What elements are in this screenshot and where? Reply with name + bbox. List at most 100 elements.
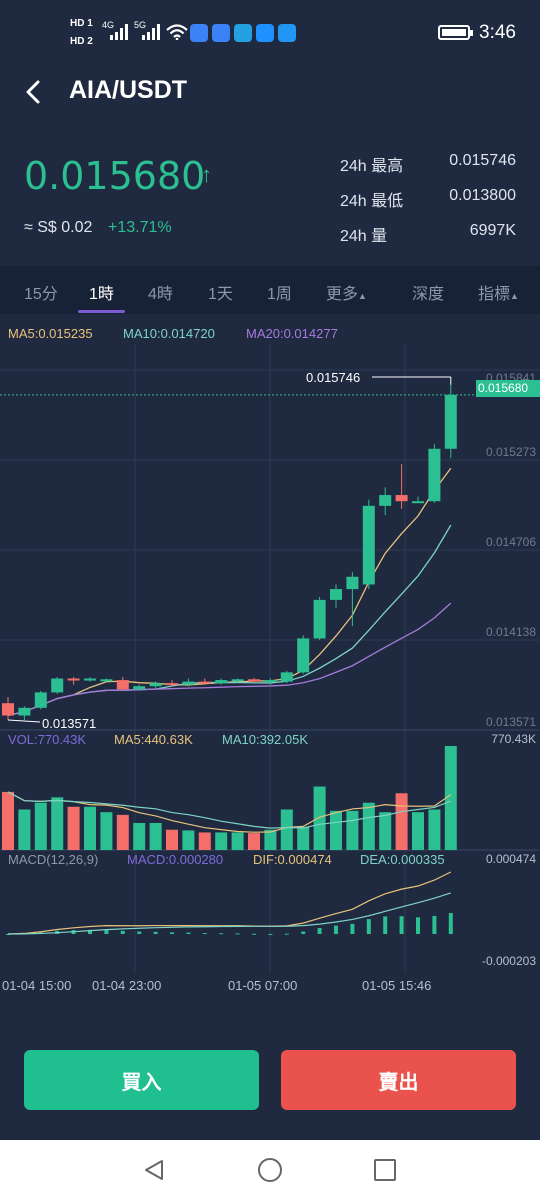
x-axis-label: 01-04 23:00 bbox=[92, 978, 162, 993]
stat-volume-value: 6997K bbox=[469, 222, 516, 239]
candle-body bbox=[330, 589, 342, 600]
battery-icon bbox=[438, 25, 473, 40]
ticker-summary: 0.015680 ↑ ≈ S$ 0.02 +13.71% 24h 最高 0.01… bbox=[0, 140, 540, 265]
volume-bar bbox=[412, 812, 424, 850]
candle-body bbox=[133, 686, 146, 690]
candle-body bbox=[166, 683, 178, 686]
volume-bar bbox=[2, 791, 14, 850]
x-axis-label: 01-04 15:00 bbox=[2, 978, 72, 993]
interval-tabs: 15分 1時 4時 1天 1周 更多▲ 深度 指標▲ bbox=[0, 266, 540, 314]
tab-depth[interactable]: 深度 bbox=[412, 286, 445, 303]
vol-ma10-line bbox=[7, 791, 452, 829]
buy-button[interactable]: 買入 bbox=[24, 1050, 259, 1110]
candle-body bbox=[412, 501, 424, 504]
volume-bar bbox=[231, 832, 244, 850]
status-bar: HD 1 HD 2 4G 5G 3:46 bbox=[0, 0, 540, 62]
volume-bar bbox=[182, 830, 195, 850]
macd-axis-bottom: -0.000203 bbox=[481, 954, 536, 968]
macd-params-legend: MACD(12,26,9) bbox=[8, 852, 99, 867]
candle-body bbox=[280, 672, 293, 682]
macd-histogram-bar bbox=[170, 932, 174, 934]
stat-high-value: 0.015746 bbox=[449, 152, 516, 169]
volume-bar bbox=[166, 829, 178, 850]
ma20-legend: MA20:0.014277 bbox=[246, 326, 338, 341]
caret-down-icon: ▲ bbox=[510, 291, 519, 301]
macd-histogram-bar bbox=[252, 933, 256, 935]
volume-bar bbox=[198, 832, 211, 850]
candle-body bbox=[215, 680, 228, 684]
sell-button[interactable]: 賣出 bbox=[281, 1050, 516, 1110]
volume-bar bbox=[248, 833, 260, 850]
candle-body bbox=[444, 394, 457, 449]
ma10-legend: MA10:0.014720 bbox=[123, 326, 215, 341]
stat-low-value: 0.013800 bbox=[449, 187, 516, 204]
dea-line bbox=[7, 892, 451, 935]
volume-bar bbox=[100, 812, 113, 850]
macd-axis-top: 0.000474 bbox=[485, 852, 536, 866]
volume-bar bbox=[84, 806, 96, 850]
volume-bar bbox=[18, 809, 31, 850]
x-axis-label: 01-05 15:46 bbox=[362, 978, 432, 993]
macd-histogram-bar bbox=[334, 925, 338, 934]
wifi-icon bbox=[166, 24, 188, 40]
nav-back-icon[interactable] bbox=[142, 1158, 166, 1182]
caret-down-icon: ▲ bbox=[358, 291, 367, 301]
kline-svg bbox=[0, 344, 540, 974]
volume-bar bbox=[67, 806, 80, 850]
tab-4h[interactable]: 4時 bbox=[148, 286, 173, 303]
macd-histogram-bar bbox=[153, 931, 158, 934]
app-bulb-icon bbox=[256, 24, 274, 42]
tab-15m[interactable]: 15分 bbox=[24, 286, 58, 303]
macd-histogram-bar bbox=[6, 934, 10, 935]
candle-body bbox=[362, 505, 375, 585]
macd-histogram-bar bbox=[120, 930, 125, 934]
tab-1d[interactable]: 1天 bbox=[208, 286, 233, 303]
volume-bar bbox=[215, 832, 228, 850]
nav-home-icon[interactable] bbox=[257, 1158, 283, 1184]
volume-bar bbox=[116, 814, 129, 850]
candle-body bbox=[18, 707, 31, 716]
candle-body bbox=[67, 678, 80, 681]
candle-body bbox=[231, 679, 244, 682]
candle-body bbox=[116, 680, 129, 690]
tab-more-label: 更多 bbox=[326, 286, 359, 303]
vol-ma10-legend: MA10:392.05K bbox=[222, 732, 309, 747]
candle-body bbox=[428, 448, 441, 502]
tab-more[interactable]: 更多▲ bbox=[326, 280, 367, 304]
ma5-legend: MA5:0.015235 bbox=[8, 326, 93, 341]
candle-body bbox=[379, 495, 392, 506]
price-axis-label: 0.014138 bbox=[485, 625, 536, 639]
vol-axis-label: 770.43K bbox=[491, 732, 536, 746]
price-axis-label: 0.015273 bbox=[485, 445, 536, 459]
candle-body bbox=[51, 678, 64, 693]
candle-body bbox=[182, 681, 195, 685]
current-price-tag: 0.015680 bbox=[476, 380, 540, 397]
hd1-indicator: HD 1 bbox=[70, 18, 93, 29]
macd-histogram-bar bbox=[350, 923, 355, 934]
app-search-icon bbox=[234, 24, 252, 42]
tab-1w[interactable]: 1周 bbox=[267, 286, 292, 303]
price-up-arrow-icon: ↑ bbox=[201, 162, 212, 187]
signal2-icon bbox=[142, 24, 160, 40]
tab-1h[interactable]: 1時 bbox=[89, 286, 114, 303]
macd-histogram-bar bbox=[268, 933, 273, 935]
tab-indicators[interactable]: 指標▲ bbox=[478, 280, 519, 304]
macd-legend: MACD:0.000280 bbox=[127, 852, 224, 867]
kline-chart[interactable]: MA5:0.015235 MA10:0.014720 MA20:0.014277… bbox=[0, 314, 540, 1004]
system-nav-bar bbox=[0, 1140, 540, 1200]
stat-volume-label: 24h 量 bbox=[340, 228, 388, 245]
volume-bar bbox=[379, 812, 392, 850]
nav-recents-icon[interactable] bbox=[373, 1158, 397, 1182]
header: AIA/USDT bbox=[0, 62, 540, 122]
clock: 3:46 bbox=[479, 22, 516, 43]
macd-histogram-bar bbox=[88, 929, 92, 934]
volume-bar bbox=[428, 809, 441, 850]
macd-histogram-bar bbox=[235, 933, 240, 935]
volume-bar bbox=[133, 822, 146, 850]
vol-ma5-line bbox=[7, 791, 452, 833]
candle-body bbox=[297, 638, 310, 673]
back-arrow-icon[interactable] bbox=[22, 78, 46, 106]
candle-body bbox=[84, 678, 96, 681]
candle-body bbox=[2, 703, 14, 716]
tab-indicators-label: 指標 bbox=[478, 286, 511, 303]
